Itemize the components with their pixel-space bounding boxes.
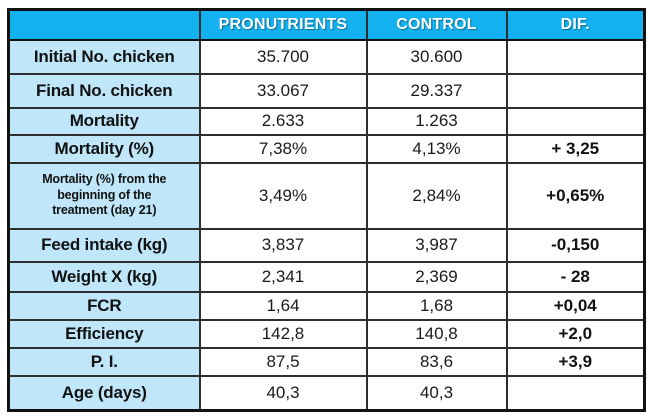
cell-control: 140,8: [365, 318, 508, 349]
table-row: Weight X (kg) 2,341 2,369 - 28: [7, 260, 646, 293]
row-label: Weight X (kg): [7, 260, 201, 293]
cell-dif: -0,150: [505, 227, 646, 263]
cell-dif: + 3,25: [505, 133, 646, 164]
cell-control: 1,68: [365, 290, 508, 321]
table-row: Mortality (%) from the beginning of the …: [7, 161, 646, 230]
results-table: PRONUTRIENTS CONTROL DIF. Initial No. ch…: [7, 8, 646, 412]
cell-pronutrients: 1,64: [198, 290, 368, 321]
table-body: Initial No. chicken 35.700 30.600 Final …: [7, 38, 646, 412]
cell-pronutrients: 3,49%: [198, 161, 368, 230]
cell-control: 83,6: [365, 346, 508, 377]
row-label: P. I.: [7, 346, 201, 377]
cell-dif: [505, 72, 646, 109]
cell-control: 3,987: [365, 227, 508, 263]
row-label: FCR: [7, 290, 201, 321]
row-label: Feed intake (kg): [7, 227, 201, 263]
row-label: Mortality: [7, 106, 201, 136]
header-row: PRONUTRIENTS CONTROL DIF.: [7, 8, 646, 41]
row-label: Age (days): [7, 374, 201, 412]
cell-control: 40,3: [365, 374, 508, 412]
cell-dif: [505, 374, 646, 412]
cell-dif: [505, 106, 646, 136]
table-row: Age (days) 40,3 40,3: [7, 374, 646, 412]
row-label: Mortality (%): [7, 133, 201, 164]
row-label: Efficiency: [7, 318, 201, 349]
cell-dif: +2,0: [505, 318, 646, 349]
col-header-dif: DIF.: [505, 8, 646, 41]
cell-pronutrients: 7,38%: [198, 133, 368, 164]
cell-pronutrients: 35.700: [198, 38, 368, 75]
cell-pronutrients: 3,837: [198, 227, 368, 263]
cell-pronutrients: 40,3: [198, 374, 368, 412]
row-label: Initial No. chicken: [7, 38, 201, 75]
col-header-blank: [7, 8, 201, 41]
row-label: Mortality (%) from the beginning of the …: [7, 161, 201, 230]
cell-pronutrients: 142,8: [198, 318, 368, 349]
cell-dif: +3,9: [505, 346, 646, 377]
table-row: Efficiency 142,8 140,8 +2,0: [7, 318, 646, 349]
cell-pronutrients: 33.067: [198, 72, 368, 109]
cell-dif: - 28: [505, 260, 646, 293]
cell-control: 4,13%: [365, 133, 508, 164]
col-header-pronutrients: PRONUTRIENTS: [198, 8, 368, 41]
cell-dif: +0,04: [505, 290, 646, 321]
table-row: Mortality 2.633 1.263: [7, 106, 646, 136]
row-label: Final No. chicken: [7, 72, 201, 109]
table-row: FCR 1,64 1,68 +0,04: [7, 290, 646, 321]
table-header: PRONUTRIENTS CONTROL DIF.: [7, 8, 646, 41]
cell-pronutrients: 2,341: [198, 260, 368, 293]
cell-pronutrients: 2.633: [198, 106, 368, 136]
cell-dif: [505, 38, 646, 75]
cell-control: 2,84%: [365, 161, 508, 230]
cell-dif: +0,65%: [505, 161, 646, 230]
cell-control: 30.600: [365, 38, 508, 75]
cell-pronutrients: 87,5: [198, 346, 368, 377]
cell-control: 29.337: [365, 72, 508, 109]
table-row: P. I. 87,5 83,6 +3,9: [7, 346, 646, 377]
cell-control: 2,369: [365, 260, 508, 293]
cell-control: 1.263: [365, 106, 508, 136]
col-header-control: CONTROL: [365, 8, 508, 41]
table-row: Mortality (%) 7,38% 4,13% + 3,25: [7, 133, 646, 164]
table-row: Initial No. chicken 35.700 30.600: [7, 38, 646, 75]
table-row: Final No. chicken 33.067 29.337: [7, 72, 646, 109]
table-row: Feed intake (kg) 3,837 3,987 -0,150: [7, 227, 646, 263]
